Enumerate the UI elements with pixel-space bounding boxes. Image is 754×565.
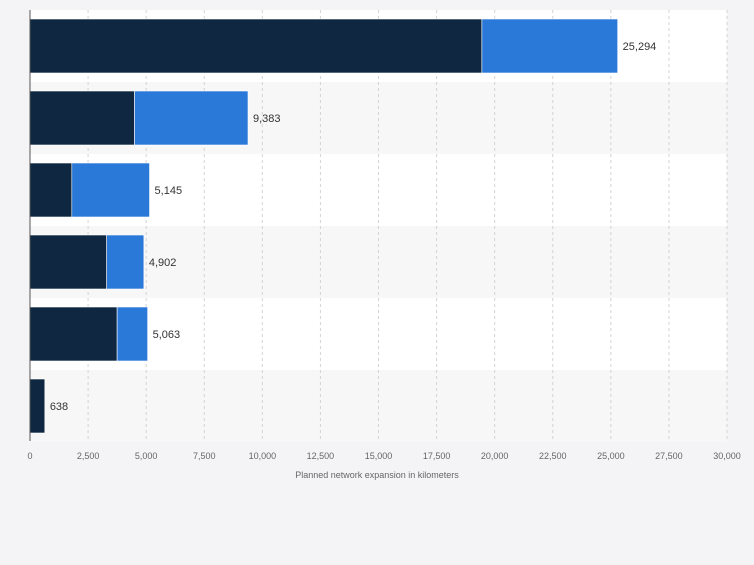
bar-total-label: 9,383 <box>253 113 281 125</box>
bar-segment-series-1 <box>29 378 46 434</box>
x-tick-label: 22,500 <box>539 451 567 461</box>
bar-total-label: 5,063 <box>153 329 181 341</box>
bar-segment-series-2 <box>481 18 618 74</box>
x-tick-label: 7,500 <box>193 451 216 461</box>
bar-segment-series-1 <box>29 18 483 74</box>
bar-total-label: 638 <box>50 401 68 413</box>
bar-total-label: 4,902 <box>149 257 177 269</box>
bars <box>29 18 618 434</box>
x-tick-label: 2,500 <box>77 451 100 461</box>
x-tick-label: 10,000 <box>249 451 277 461</box>
bar-segment-series-1 <box>29 90 135 146</box>
bar-segment-series-2 <box>134 90 249 146</box>
x-tick-label: 27,500 <box>655 451 683 461</box>
x-tick-label: 0 <box>27 451 32 461</box>
x-tick-label: 5,000 <box>135 451 158 461</box>
bar-total-label: 5,145 <box>155 185 183 197</box>
bar-total-label: 25,294 <box>623 41 657 53</box>
bar-segment-series-1 <box>29 306 118 362</box>
x-tick-label: 25,000 <box>597 451 625 461</box>
bar-segment-series-1 <box>29 162 73 218</box>
x-axis-title: Planned network expansion in kilometers <box>295 470 459 480</box>
data-labels: 25,294 9,383 5,145 4,902 5,063 638 <box>50 41 656 413</box>
x-tick-label: 17,500 <box>423 451 451 461</box>
bar-segment-series-2 <box>71 162 150 218</box>
bar-segment-series-2 <box>116 306 148 362</box>
x-tick-label: 20,000 <box>481 451 509 461</box>
x-tick-labels: 0 2,500 5,000 7,500 10,000 12,500 15,000 17,500… <box>27 451 740 461</box>
x-tick-label: 12,500 <box>307 451 335 461</box>
x-tick-label: 15,000 <box>365 451 393 461</box>
x-tick-label: 30,000 <box>713 451 741 461</box>
bar-segment-series-2 <box>106 234 145 290</box>
bar-segment-series-1 <box>29 234 107 290</box>
